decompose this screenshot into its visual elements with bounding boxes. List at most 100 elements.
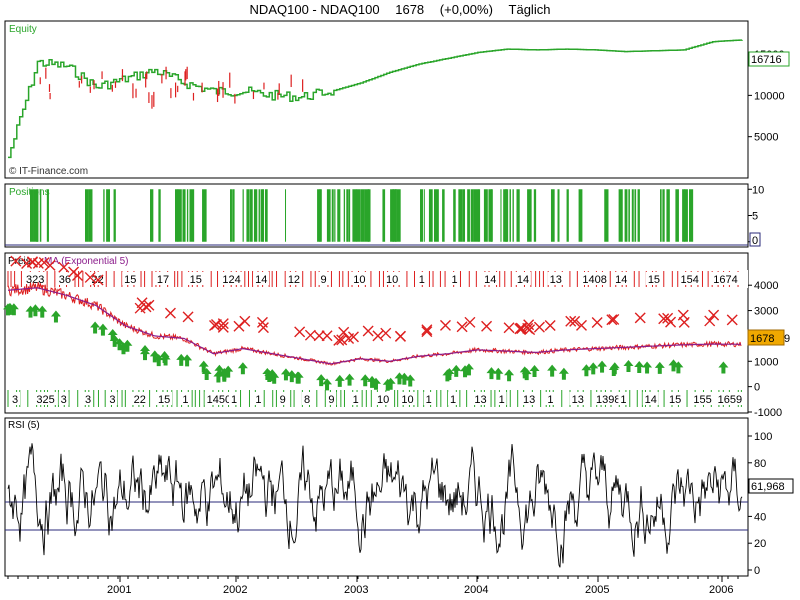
position-bar xyxy=(527,189,532,242)
buy-signal-label: 3 xyxy=(109,394,115,406)
rsi-panel: RSI (5) 100806040200 61,968 xyxy=(4,417,794,577)
buy-label-bg xyxy=(107,392,118,405)
position-bar xyxy=(396,189,401,242)
sell-signal-label: 13 xyxy=(550,274,562,286)
equity-panel-title: Equity xyxy=(9,24,37,35)
buy-signal-label: 155 xyxy=(693,394,711,406)
sell-signal-label: 15 xyxy=(190,274,202,286)
position-bar xyxy=(334,189,336,242)
sell-label-bg xyxy=(482,272,499,285)
sell-x-marker xyxy=(336,334,348,346)
position-bar xyxy=(319,189,322,242)
buy-label-bg xyxy=(326,392,337,405)
equity-value-box xyxy=(748,51,790,67)
position-bar xyxy=(230,189,232,242)
sell-signal-label: 14 xyxy=(255,274,267,286)
position-bar xyxy=(262,189,264,242)
buy-arrow-marker xyxy=(558,367,569,380)
position-bar xyxy=(509,189,511,242)
position-bar xyxy=(467,189,470,242)
buy-arrow-marker xyxy=(223,365,234,378)
position-bar xyxy=(637,189,640,242)
buy-arrow-marker xyxy=(588,362,599,375)
buy-arrow-marker xyxy=(286,370,297,383)
sell-x-marker xyxy=(708,309,720,321)
sell-label-bg xyxy=(449,272,460,285)
rsi-value-box xyxy=(748,478,794,494)
position-bar xyxy=(88,189,93,242)
sell-x-marker xyxy=(210,319,222,331)
position-bar xyxy=(348,189,351,242)
position-bar xyxy=(186,189,189,242)
sell-x-marker xyxy=(481,320,493,332)
buy-arrow-marker xyxy=(521,368,532,381)
buy-arrow-marker xyxy=(529,365,540,378)
buy-label-bg xyxy=(302,392,312,405)
sell-label-bg xyxy=(253,272,270,285)
sell-x-marker xyxy=(182,311,194,323)
position-bar xyxy=(628,189,630,242)
sell-x-marker xyxy=(678,316,690,328)
rsi-series-line xyxy=(7,443,743,568)
positions-tick-label: 10 xyxy=(752,184,764,196)
sell-x-marker xyxy=(294,326,306,338)
sell-signal-label: 14 xyxy=(615,274,627,286)
sell-x-marker xyxy=(313,330,325,342)
buy-label-bg xyxy=(715,392,744,405)
position-bar xyxy=(326,189,331,242)
buy-arrow-marker xyxy=(399,372,410,385)
equity-value-label: 16716 xyxy=(751,54,782,66)
buy-arrow-marker xyxy=(367,375,378,388)
position-bar xyxy=(253,189,258,242)
sell-label-bg xyxy=(711,272,740,285)
buy-signal-label: 3 xyxy=(12,394,18,406)
sell-x-marker xyxy=(380,327,392,339)
position-bar xyxy=(666,189,670,242)
position-bar xyxy=(113,189,116,242)
sell-label-bg xyxy=(613,272,630,285)
buy-arrow-marker xyxy=(360,374,371,387)
buy-label-bg xyxy=(667,392,683,405)
buy-arrow-marker xyxy=(486,367,497,380)
positions-tick-label: 5 xyxy=(752,211,758,223)
sell-signal-label: 15 xyxy=(648,274,660,286)
position-bar xyxy=(533,189,537,242)
sell-label-bg xyxy=(351,272,368,285)
ma-legend-label: MA (Exponential 5) xyxy=(44,256,129,267)
buy-arrow-marker xyxy=(280,368,291,381)
sell-signal-label: 154 xyxy=(681,274,699,286)
buy-arrow-marker xyxy=(442,369,453,382)
buy-arrow-marker xyxy=(334,374,345,387)
position-bar xyxy=(382,189,386,242)
sell-x-marker xyxy=(456,321,468,333)
rsi-tick-label: 80 xyxy=(754,458,766,470)
position-bar xyxy=(103,189,105,242)
position-bar xyxy=(604,189,609,242)
buy-label-bg xyxy=(253,392,264,405)
equity-frame xyxy=(4,20,749,179)
sell-x-marker xyxy=(503,322,515,334)
buy-signal-label: 3 xyxy=(61,394,67,406)
x-axis-year-label: 2002 xyxy=(223,584,247,596)
buy-arrow-marker xyxy=(581,364,592,377)
sell-x-marker xyxy=(321,330,333,342)
positions-frame xyxy=(4,183,749,248)
buy-signal-label: 1398 xyxy=(596,394,620,406)
buy-arrow-marker xyxy=(182,354,193,367)
position-bar xyxy=(85,189,89,242)
sell-x-marker xyxy=(239,315,251,327)
rsi-tick-label: 100 xyxy=(754,431,772,443)
sell-x-marker xyxy=(257,322,269,334)
position-bar xyxy=(390,189,395,242)
rsi-value-label: 61,968 xyxy=(751,481,785,493)
buy-label-bg xyxy=(642,392,659,405)
sell-x-marker xyxy=(514,323,526,335)
position-bar xyxy=(675,189,679,242)
position-bar xyxy=(488,189,493,242)
sell-x-marker xyxy=(68,266,80,278)
buy-signal-label: 1 xyxy=(353,394,359,406)
buy-arrow-marker xyxy=(654,361,665,374)
position-bar xyxy=(442,189,445,242)
position-bar xyxy=(428,189,433,242)
